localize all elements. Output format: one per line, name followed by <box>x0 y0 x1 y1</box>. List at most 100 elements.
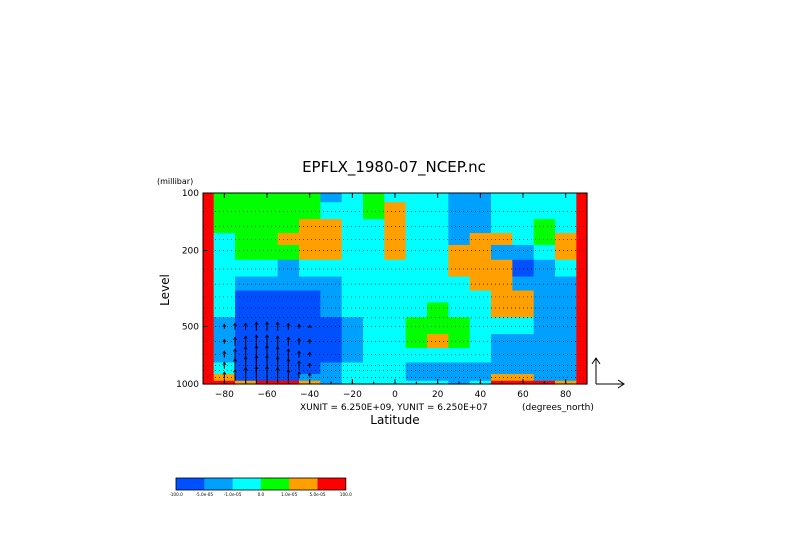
heatmap-cell <box>555 317 577 335</box>
heatmap-cell <box>555 348 577 364</box>
heatmap-cell <box>256 302 279 318</box>
heatmap-cell <box>299 233 321 246</box>
x-tick-label: 60 <box>517 390 529 400</box>
heatmap-cell <box>533 193 556 203</box>
heatmap-cell <box>448 202 471 220</box>
heatmap-cell <box>405 276 428 292</box>
heatmap-cell <box>533 233 556 246</box>
heatmap-cell <box>235 193 257 203</box>
heatmap-cell <box>235 290 257 304</box>
heatmap-cell <box>277 219 300 234</box>
y-tick-label: 1000 <box>176 380 199 390</box>
colorbar-label: 0.0 <box>258 492 265 497</box>
heatmap-cell <box>576 290 588 304</box>
heatmap-cell <box>213 302 236 318</box>
heatmap-cell <box>469 219 492 234</box>
heatmap-cell <box>203 317 215 335</box>
heatmap-cell <box>512 348 535 364</box>
heatmap-cell <box>405 334 428 349</box>
flux-vector <box>233 348 237 360</box>
heatmap-cell <box>213 219 236 234</box>
flux-vector <box>233 369 237 381</box>
heatmap-cell <box>203 380 215 385</box>
flux-vector <box>243 322 248 330</box>
heatmap-cell <box>384 244 407 261</box>
heatmap-cell <box>533 334 556 349</box>
heatmap-cell <box>341 334 364 349</box>
flux-vector <box>307 372 312 378</box>
x-tick-label: −80 <box>215 390 234 400</box>
heatmap-cell <box>405 193 428 203</box>
heatmap-cell <box>235 219 257 234</box>
heatmap-cell <box>213 244 236 261</box>
heatmap-cell <box>533 317 556 335</box>
heatmap-cell <box>512 244 535 261</box>
heatmap-cell <box>341 244 364 261</box>
colorbar-label: -100.0 <box>169 492 183 497</box>
heatmap-cell <box>469 202 492 220</box>
heatmap-cell <box>469 374 492 382</box>
heatmap-cell <box>427 219 449 234</box>
heatmap-cell <box>448 348 471 364</box>
heatmap-cell <box>533 290 556 304</box>
heatmap-cell <box>491 334 513 349</box>
heatmap-cell <box>256 244 279 261</box>
colorbar: -100.0 -5.0e-05 -1.0e-05 0.0 1.0e-05 5.0e-05 1… <box>169 477 352 497</box>
heatmap-cell <box>320 348 343 364</box>
heatmap-cell <box>363 244 385 261</box>
flux-vector <box>286 369 291 381</box>
x-tick-label: −40 <box>300 390 319 400</box>
heatmap-cell <box>203 219 215 234</box>
heatmap-cell <box>533 259 556 278</box>
heatmap-cell <box>203 362 215 375</box>
colorbar-swatch <box>317 478 347 490</box>
heatmap-cell <box>277 202 300 220</box>
heatmap-cell <box>533 348 556 364</box>
heatmap-cell <box>576 374 588 382</box>
flux-vector <box>297 323 301 329</box>
heatmap-cell <box>341 362 364 375</box>
heatmap-cell <box>277 244 300 261</box>
heatmap-cell <box>555 290 577 304</box>
flux-vector <box>307 324 312 329</box>
heatmap-cell <box>427 334 449 349</box>
heatmap-cell <box>512 259 535 278</box>
flux-vector <box>307 362 312 368</box>
heatmap-cell <box>299 290 321 304</box>
heatmap-cell <box>491 348 513 364</box>
heatmap-cell <box>341 348 364 364</box>
heatmap-cell <box>555 374 577 382</box>
heatmap-cell <box>405 259 428 278</box>
heatmap-cell <box>427 202 449 220</box>
heatmap-cell <box>427 259 449 278</box>
heatmap-cell <box>469 259 492 278</box>
heatmap-cell <box>555 276 577 292</box>
colorbar-swatch <box>176 478 205 490</box>
heatmap-cell <box>469 290 492 304</box>
heatmap-cell <box>256 202 279 220</box>
heatmap-cell <box>213 276 236 292</box>
heatmap-cell <box>555 334 577 349</box>
heatmap-cell <box>341 202 364 220</box>
heatmap-cell <box>576 317 588 335</box>
heatmap-cell <box>203 259 215 278</box>
colorbar-swatch <box>289 478 318 490</box>
heatmap-cell <box>341 219 364 234</box>
x-unit-label: (degrees_north) <box>522 403 594 413</box>
plot-area <box>203 193 588 385</box>
heatmap-cell <box>576 302 588 318</box>
heatmap-cell <box>384 348 407 364</box>
heatmap-cell <box>576 202 588 220</box>
heatmap-cell <box>341 233 364 246</box>
heatmap-cell <box>363 334 385 349</box>
heatmap-cell <box>235 276 257 292</box>
colorbar-swatch <box>260 478 290 490</box>
heatmap-cell <box>491 374 513 382</box>
flux-vector <box>297 350 301 358</box>
heatmap-cell <box>405 290 428 304</box>
flux-vector <box>222 350 227 358</box>
heatmap-cell <box>576 244 588 261</box>
flux-vector <box>286 336 291 347</box>
heatmap-cell <box>277 233 300 246</box>
heatmap-cell <box>491 259 513 278</box>
